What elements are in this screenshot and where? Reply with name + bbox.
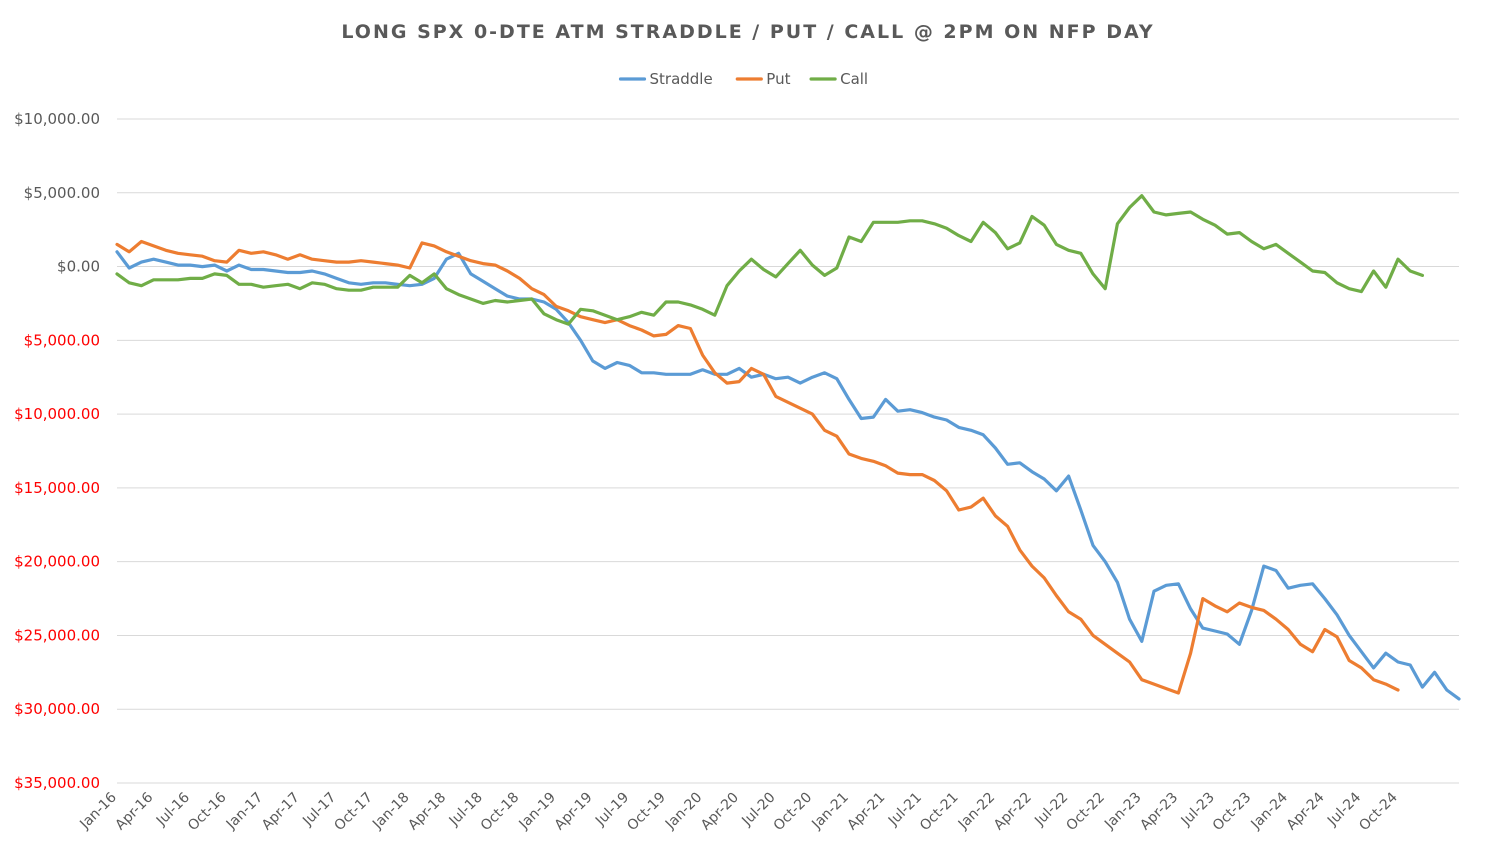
x-tick-label: Oct-23 (1210, 790, 1255, 835)
x-tick-label: Oct-18 (478, 790, 523, 835)
series-line-put (115, 239, 1400, 695)
series-line-call (115, 194, 1425, 326)
y-tick-label: $35,000.00 (14, 774, 100, 792)
legend: Straddle Put Call (618, 70, 868, 88)
x-tick-label: Oct-22 (1063, 790, 1108, 835)
legend-label: Straddle (650, 70, 713, 88)
x-axis-tick-labels: Jan-16Apr-16Jul-16Oct-16Jan-17Apr-17Jul-… (76, 789, 1401, 834)
legend-label: Put (766, 70, 790, 88)
y-tick-label: $10,000.00 (14, 405, 100, 423)
x-tick-label: Jan-24 (1248, 789, 1292, 833)
x-tick-label: Jan-21 (808, 790, 851, 833)
x-tick-label: Jan-16 (76, 789, 120, 833)
x-tick-label: Jan-19 (516, 790, 559, 833)
x-tick-label: Apr-22 (991, 790, 1035, 834)
x-tick-label: Oct-20 (771, 790, 816, 835)
y-axis-tick-labels: $10,000.00 $5,000.00 $0.00 $5,000.00 $10,000… (14, 110, 100, 792)
legend-label: Call (840, 70, 868, 88)
y-tick-label: $25,000.00 (14, 626, 100, 644)
x-tick-label: Oct-17 (331, 790, 376, 835)
x-tick-label: Apr-24 (1284, 789, 1328, 833)
chart-title: LONG SPX 0-DTE ATM STRADDLE / PUT / CALL… (341, 21, 1154, 43)
legend-item-call: Call (809, 70, 868, 88)
y-tick-label: $5,000.00 (24, 331, 100, 349)
x-tick-label: Apr-20 (698, 790, 742, 834)
x-tick-label: Apr-21 (844, 790, 888, 834)
x-tick-label: Oct-16 (185, 789, 230, 834)
y-tick-label: $5,000.00 (24, 184, 100, 202)
x-tick-label: Oct-21 (917, 790, 962, 835)
x-tick-label: Apr-18 (405, 790, 449, 834)
x-tick-label: Oct-24 (1356, 789, 1401, 834)
x-tick-label: Oct-19 (624, 790, 669, 835)
x-tick-label: Jan-22 (955, 790, 998, 833)
x-tick-label: Apr-19 (552, 790, 596, 834)
y-tick-label: $30,000.00 (14, 700, 100, 718)
y-tick-label: $10,000.00 (14, 110, 100, 128)
gridlines (117, 118, 1459, 784)
x-tick-label: Apr-17 (259, 790, 303, 834)
series-line-straddle (115, 250, 1461, 701)
x-tick-label: Apr-23 (1137, 790, 1181, 834)
x-tick-label: Jan-17 (223, 790, 266, 833)
x-tick-label: Jan-18 (369, 790, 412, 833)
x-tick-label: Jan-23 (1101, 790, 1144, 833)
legend-item-put: Put (735, 70, 791, 88)
y-tick-label: $15,000.00 (14, 479, 100, 497)
y-tick-label: $0.00 (57, 258, 100, 276)
y-tick-label: $20,000.00 (14, 553, 100, 571)
x-tick-label: Apr-16 (112, 789, 156, 833)
series-lines (115, 194, 1461, 701)
x-tick-label: Jan-20 (662, 790, 705, 833)
legend-item-straddle: Straddle (618, 70, 713, 88)
